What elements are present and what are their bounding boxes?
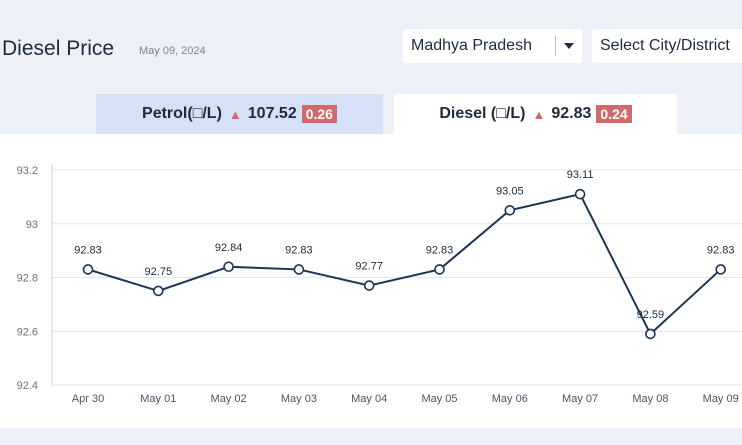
tab-petrol-label: Petrol(□/L) bbox=[142, 105, 222, 122]
data-label: 92.59 bbox=[637, 309, 665, 321]
series-line bbox=[87, 193, 722, 336]
x-tick-label: Apr 30 bbox=[72, 393, 104, 405]
price-line-chart: 92.4 92.6 92.8 93 93.2 Apr 30 May 01 May 02 May … bbox=[17, 164, 742, 405]
tab-diesel[interactable]: Diesel (□/L) ▲ 92.83 0.24 bbox=[394, 94, 677, 134]
state-select[interactable]: Madhya Pradesh bbox=[403, 29, 582, 63]
data-point bbox=[574, 188, 586, 200]
data-label: 92.75 bbox=[145, 266, 173, 278]
tab-diesel-change-badge: 0.24 bbox=[596, 105, 632, 123]
tab-diesel-price: 92.83 bbox=[551, 105, 592, 122]
x-tick-label: May 09 bbox=[703, 393, 739, 405]
x-tick-label: May 05 bbox=[421, 393, 457, 405]
data-point bbox=[504, 205, 516, 216]
tab-petrol-change-badge: 0.26 bbox=[301, 105, 337, 123]
y-tick-label: 93 bbox=[26, 219, 38, 231]
data-label: 92.83 bbox=[426, 244, 454, 256]
data-label: 93.11 bbox=[567, 169, 594, 181]
y-tick-label: 92.6 bbox=[17, 326, 38, 338]
x-tick-label: May 01 bbox=[140, 393, 176, 405]
data-label: 92.83 bbox=[285, 244, 313, 256]
y-tick-label: 92.4 bbox=[17, 380, 38, 392]
y-tick-label: 92.8 bbox=[17, 273, 38, 285]
city-select[interactable]: Select City/District bbox=[592, 29, 742, 63]
x-tick-label: May 07 bbox=[562, 393, 598, 405]
data-point bbox=[715, 264, 727, 275]
tab-petrol-price: 107.52 bbox=[247, 105, 297, 122]
page-title: Diesel Price bbox=[2, 37, 115, 60]
data-point bbox=[645, 328, 656, 340]
price-date: May 09, 2024 bbox=[139, 45, 206, 57]
data-label: 92.83 bbox=[707, 244, 735, 256]
x-tick-label: May 08 bbox=[632, 393, 668, 405]
chart-panel: 92.4 92.6 92.8 93 93.2 Apr 30 May 01 May 02 May … bbox=[0, 134, 742, 428]
select-divider bbox=[555, 36, 556, 56]
data-label: 92.77 bbox=[355, 261, 383, 273]
x-tick-label: May 03 bbox=[281, 393, 317, 405]
x-tick-label: May 06 bbox=[492, 393, 528, 405]
increase-arrow-icon: ▲ bbox=[532, 106, 546, 122]
data-label: 92.84 bbox=[215, 242, 243, 254]
y-tick-label: 93.2 bbox=[17, 165, 38, 177]
city-select-placeholder: Select City/District bbox=[600, 37, 730, 54]
state-select-value: Madhya Pradesh bbox=[411, 37, 532, 54]
data-point bbox=[363, 280, 375, 291]
tab-petrol[interactable]: Petrol(□/L) ▲ 107.52 0.26 bbox=[96, 94, 383, 134]
data-label: 93.05 bbox=[496, 185, 524, 197]
data-point bbox=[153, 285, 164, 297]
x-tick-label: May 02 bbox=[211, 393, 247, 405]
chevron-down-icon[interactable] bbox=[556, 43, 582, 49]
data-point bbox=[293, 264, 305, 275]
data-point bbox=[223, 261, 234, 273]
tab-diesel-label: Diesel (□/L) bbox=[439, 105, 526, 122]
increase-arrow-icon: ▲ bbox=[228, 106, 242, 122]
data-label: 92.83 bbox=[74, 244, 102, 256]
data-point bbox=[82, 264, 94, 275]
x-tick-label: May 04 bbox=[351, 393, 387, 405]
data-point bbox=[434, 264, 445, 275]
